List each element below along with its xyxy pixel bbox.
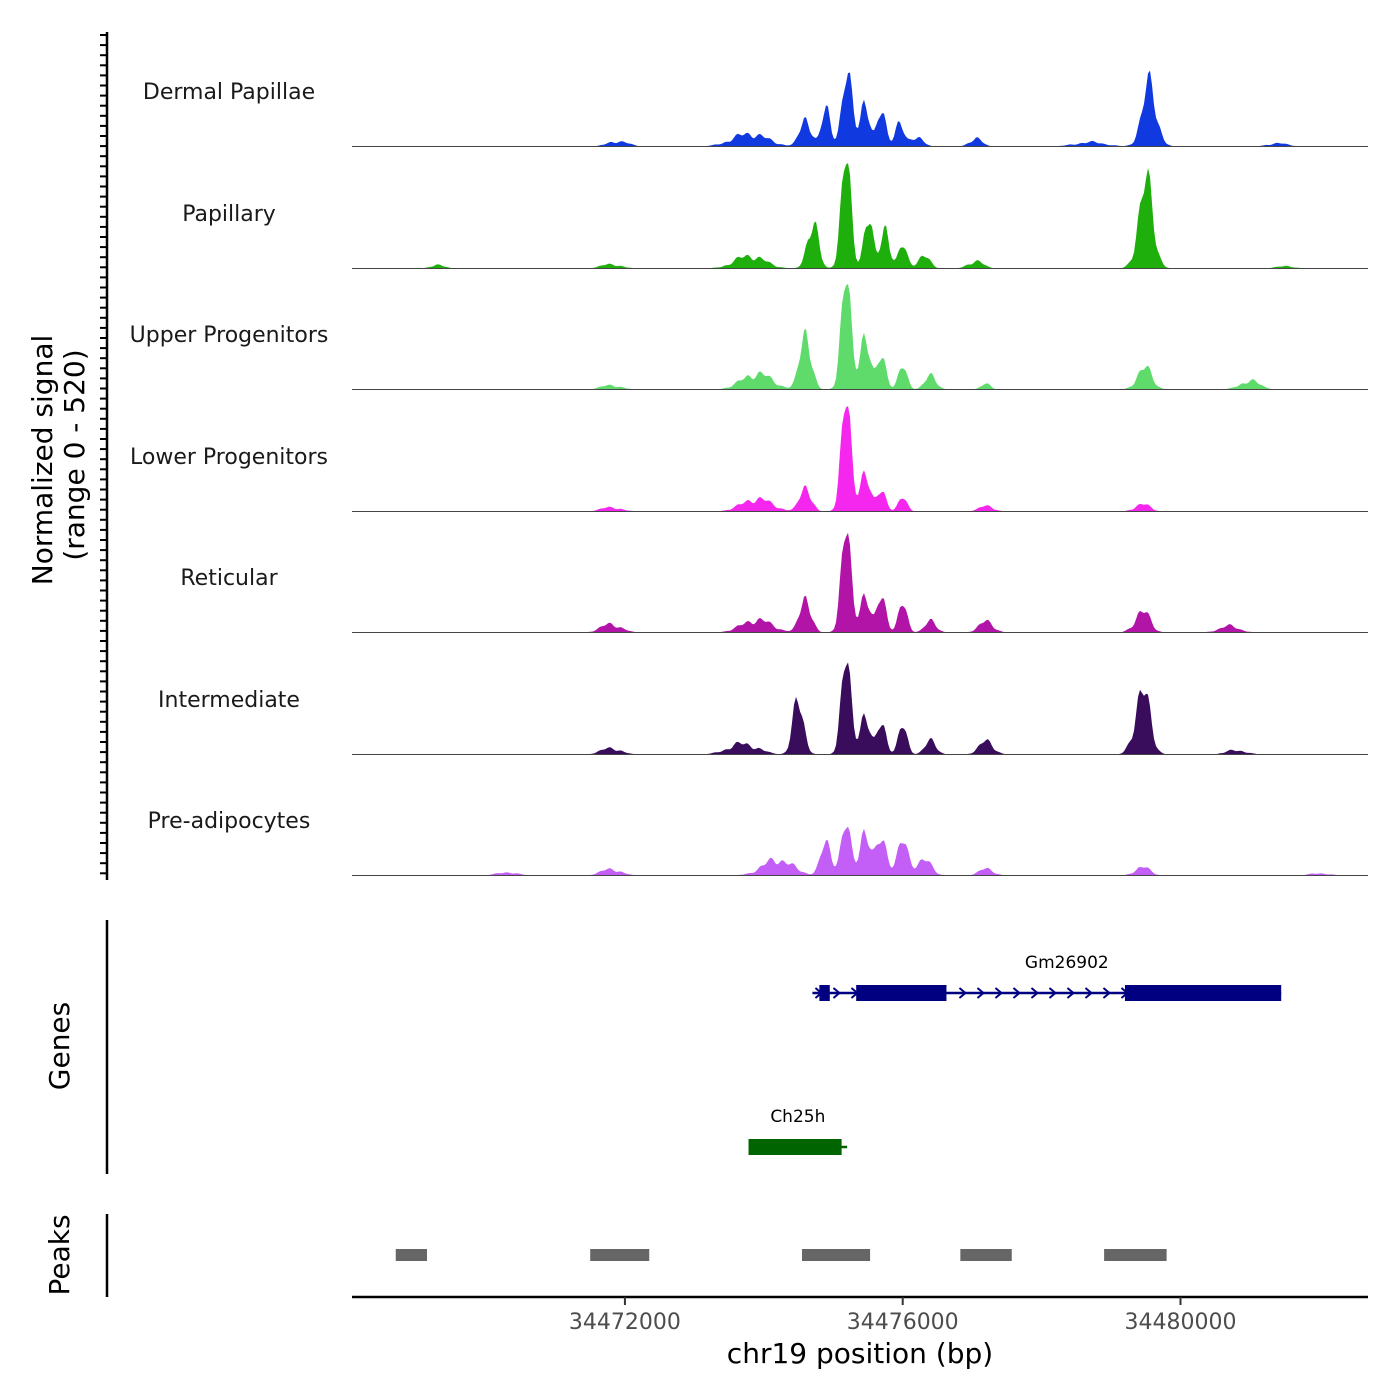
gene-annotation-track: Gm26902 Ch25h: [748, 953, 1282, 1155]
signal-y-axis: [100, 32, 109, 880]
track-area-reticular: [352, 532, 1368, 633]
track-label-upper-progenitors: Upper Progenitors: [130, 323, 329, 348]
peak-region: [1104, 1249, 1167, 1261]
track-labels: Dermal Papillae Papillary Upper Progenit…: [130, 80, 329, 834]
gene-exon-gm26902: [1124, 985, 1282, 1001]
peak-region: [960, 1249, 1012, 1261]
gene-strand-arrow: [976, 987, 985, 999]
peaks-axis-label: Peaks: [43, 1214, 76, 1295]
track-area-pre-adipocytes: [352, 826, 1368, 876]
gene-strand-arrow: [1030, 987, 1039, 999]
gene-strand-arrow: [814, 987, 823, 999]
coverage-tracks: [352, 70, 1368, 876]
gene-strand-arrow: [1102, 987, 1111, 999]
gene-strand-arrow: [1066, 987, 1075, 999]
x-axis-ticks: 34472000 34476000 34480000: [569, 1297, 1237, 1335]
x-axis-label: chr19 position (bp): [727, 1337, 993, 1370]
x-tick-label: 34476000: [847, 1310, 959, 1335]
gene-strand-arrow: [1084, 987, 1093, 999]
track-area-upper-progenitors: [352, 284, 1368, 390]
peak-track: [395, 1249, 1167, 1261]
track-label-papillary: Papillary: [182, 202, 276, 227]
y-axis-label-line1: Normalized signal: [26, 335, 59, 586]
x-tick-label: 34472000: [569, 1310, 681, 1335]
gene-strand-arrow: [958, 987, 967, 999]
gene-strand-arrow: [832, 987, 841, 999]
track-area-dermal-papillae: [352, 70, 1368, 147]
gene-strand-arrow: [850, 987, 859, 999]
track-label-lower-progenitors: Lower Progenitors: [130, 445, 328, 470]
gene-exon-ch25h: [748, 1139, 842, 1155]
x-tick-label: 34480000: [1125, 1310, 1237, 1335]
gene-strand-arrow: [1012, 987, 1021, 999]
track-area-papillary: [352, 163, 1368, 269]
gene-strand-arrow: [1048, 987, 1057, 999]
track-area-intermediate: [352, 662, 1368, 755]
track-label-pre-adipocytes: Pre-adipocytes: [148, 809, 311, 834]
gene-strand-arrow: [1120, 987, 1129, 999]
track-label-dermal-papillae: Dermal Papillae: [143, 80, 315, 105]
y-axis-label-line2: (range 0 - 520): [58, 349, 91, 560]
track-label-intermediate: Intermediate: [158, 688, 300, 713]
peak-region: [395, 1249, 428, 1261]
peak-region: [590, 1249, 650, 1261]
track-area-lower-progenitors: [352, 406, 1368, 512]
track-label-reticular: Reticular: [180, 566, 278, 591]
genes-axis-label: Genes: [43, 1002, 76, 1090]
peak-region: [802, 1249, 871, 1261]
gene-exon-gm26902: [819, 985, 830, 1001]
signal-y-axis-ticks: [100, 34, 107, 875]
gene-label-gm26902: Gm26902: [1025, 953, 1109, 973]
gene-exon-gm26902: [856, 985, 947, 1001]
gene-label-ch25h: Ch25h: [770, 1107, 825, 1127]
gene-strand-arrow: [994, 987, 1003, 999]
